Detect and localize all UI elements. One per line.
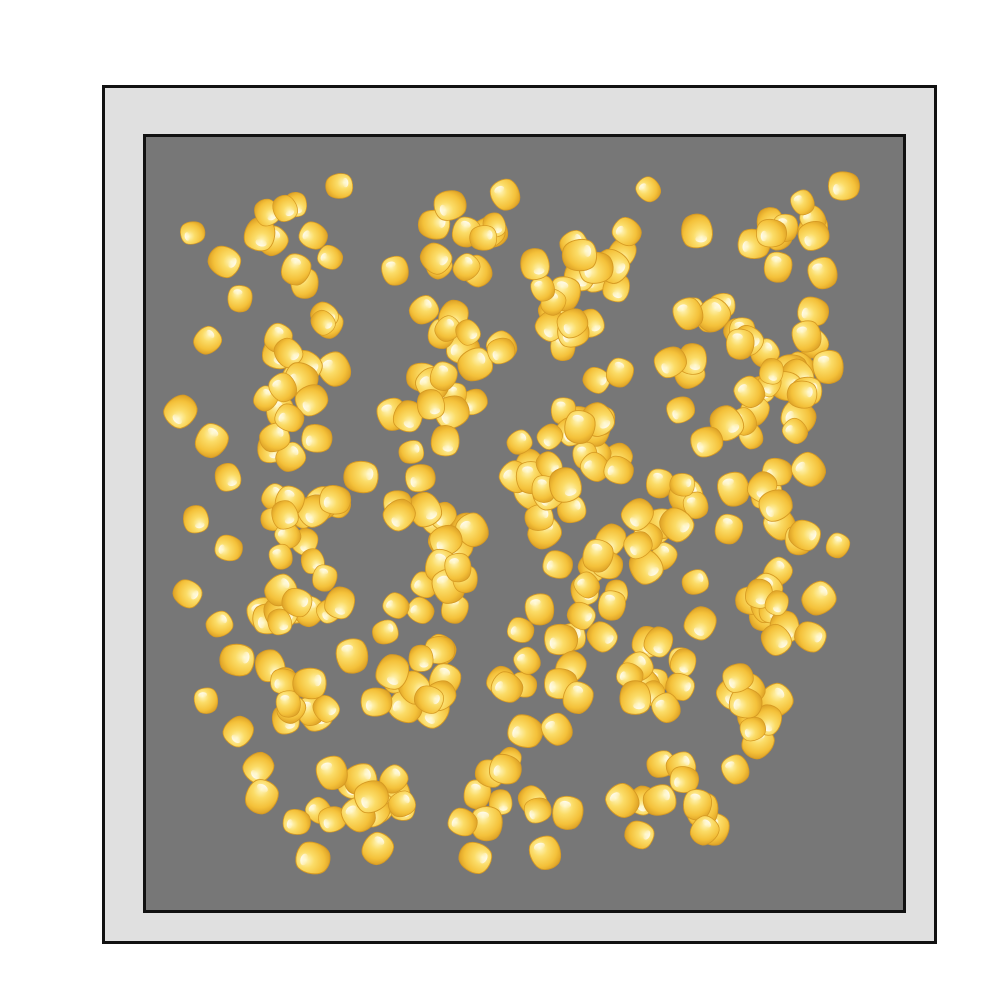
gray-tray <box>143 134 906 913</box>
